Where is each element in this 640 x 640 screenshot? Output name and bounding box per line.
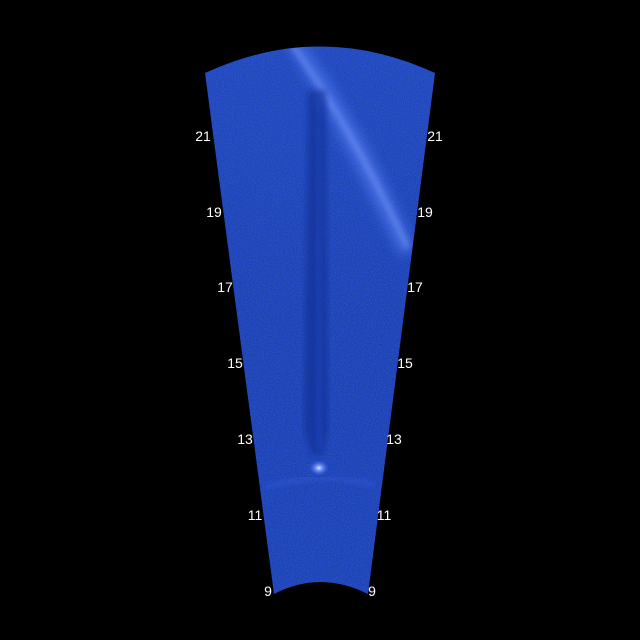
range-label: 11: [377, 507, 392, 523]
range-label: 15: [227, 355, 243, 371]
range-label: 17: [217, 279, 233, 295]
range-label: 11: [248, 507, 263, 523]
range-label: 21: [195, 128, 211, 144]
echo-spot: [309, 460, 329, 476]
range-label: 19: [417, 204, 433, 220]
range-scale-right: 9 11 13 15 17 19 21: [368, 128, 443, 599]
range-label: 21: [427, 128, 443, 144]
seabed-arc: [264, 476, 376, 490]
range-label: 9: [368, 583, 376, 599]
sonar-fan: [205, 46, 435, 594]
range-label: 15: [397, 355, 413, 371]
range-label: 17: [407, 279, 423, 295]
range-label: 13: [237, 431, 253, 447]
range-label: 13: [386, 431, 402, 447]
range-scale-left: 9 11 13 15 17 19 21: [195, 128, 272, 599]
range-label: 9: [264, 583, 272, 599]
range-label: 19: [206, 204, 222, 220]
echo-streak-core: [290, 46, 410, 249]
target-column: [316, 95, 322, 450]
